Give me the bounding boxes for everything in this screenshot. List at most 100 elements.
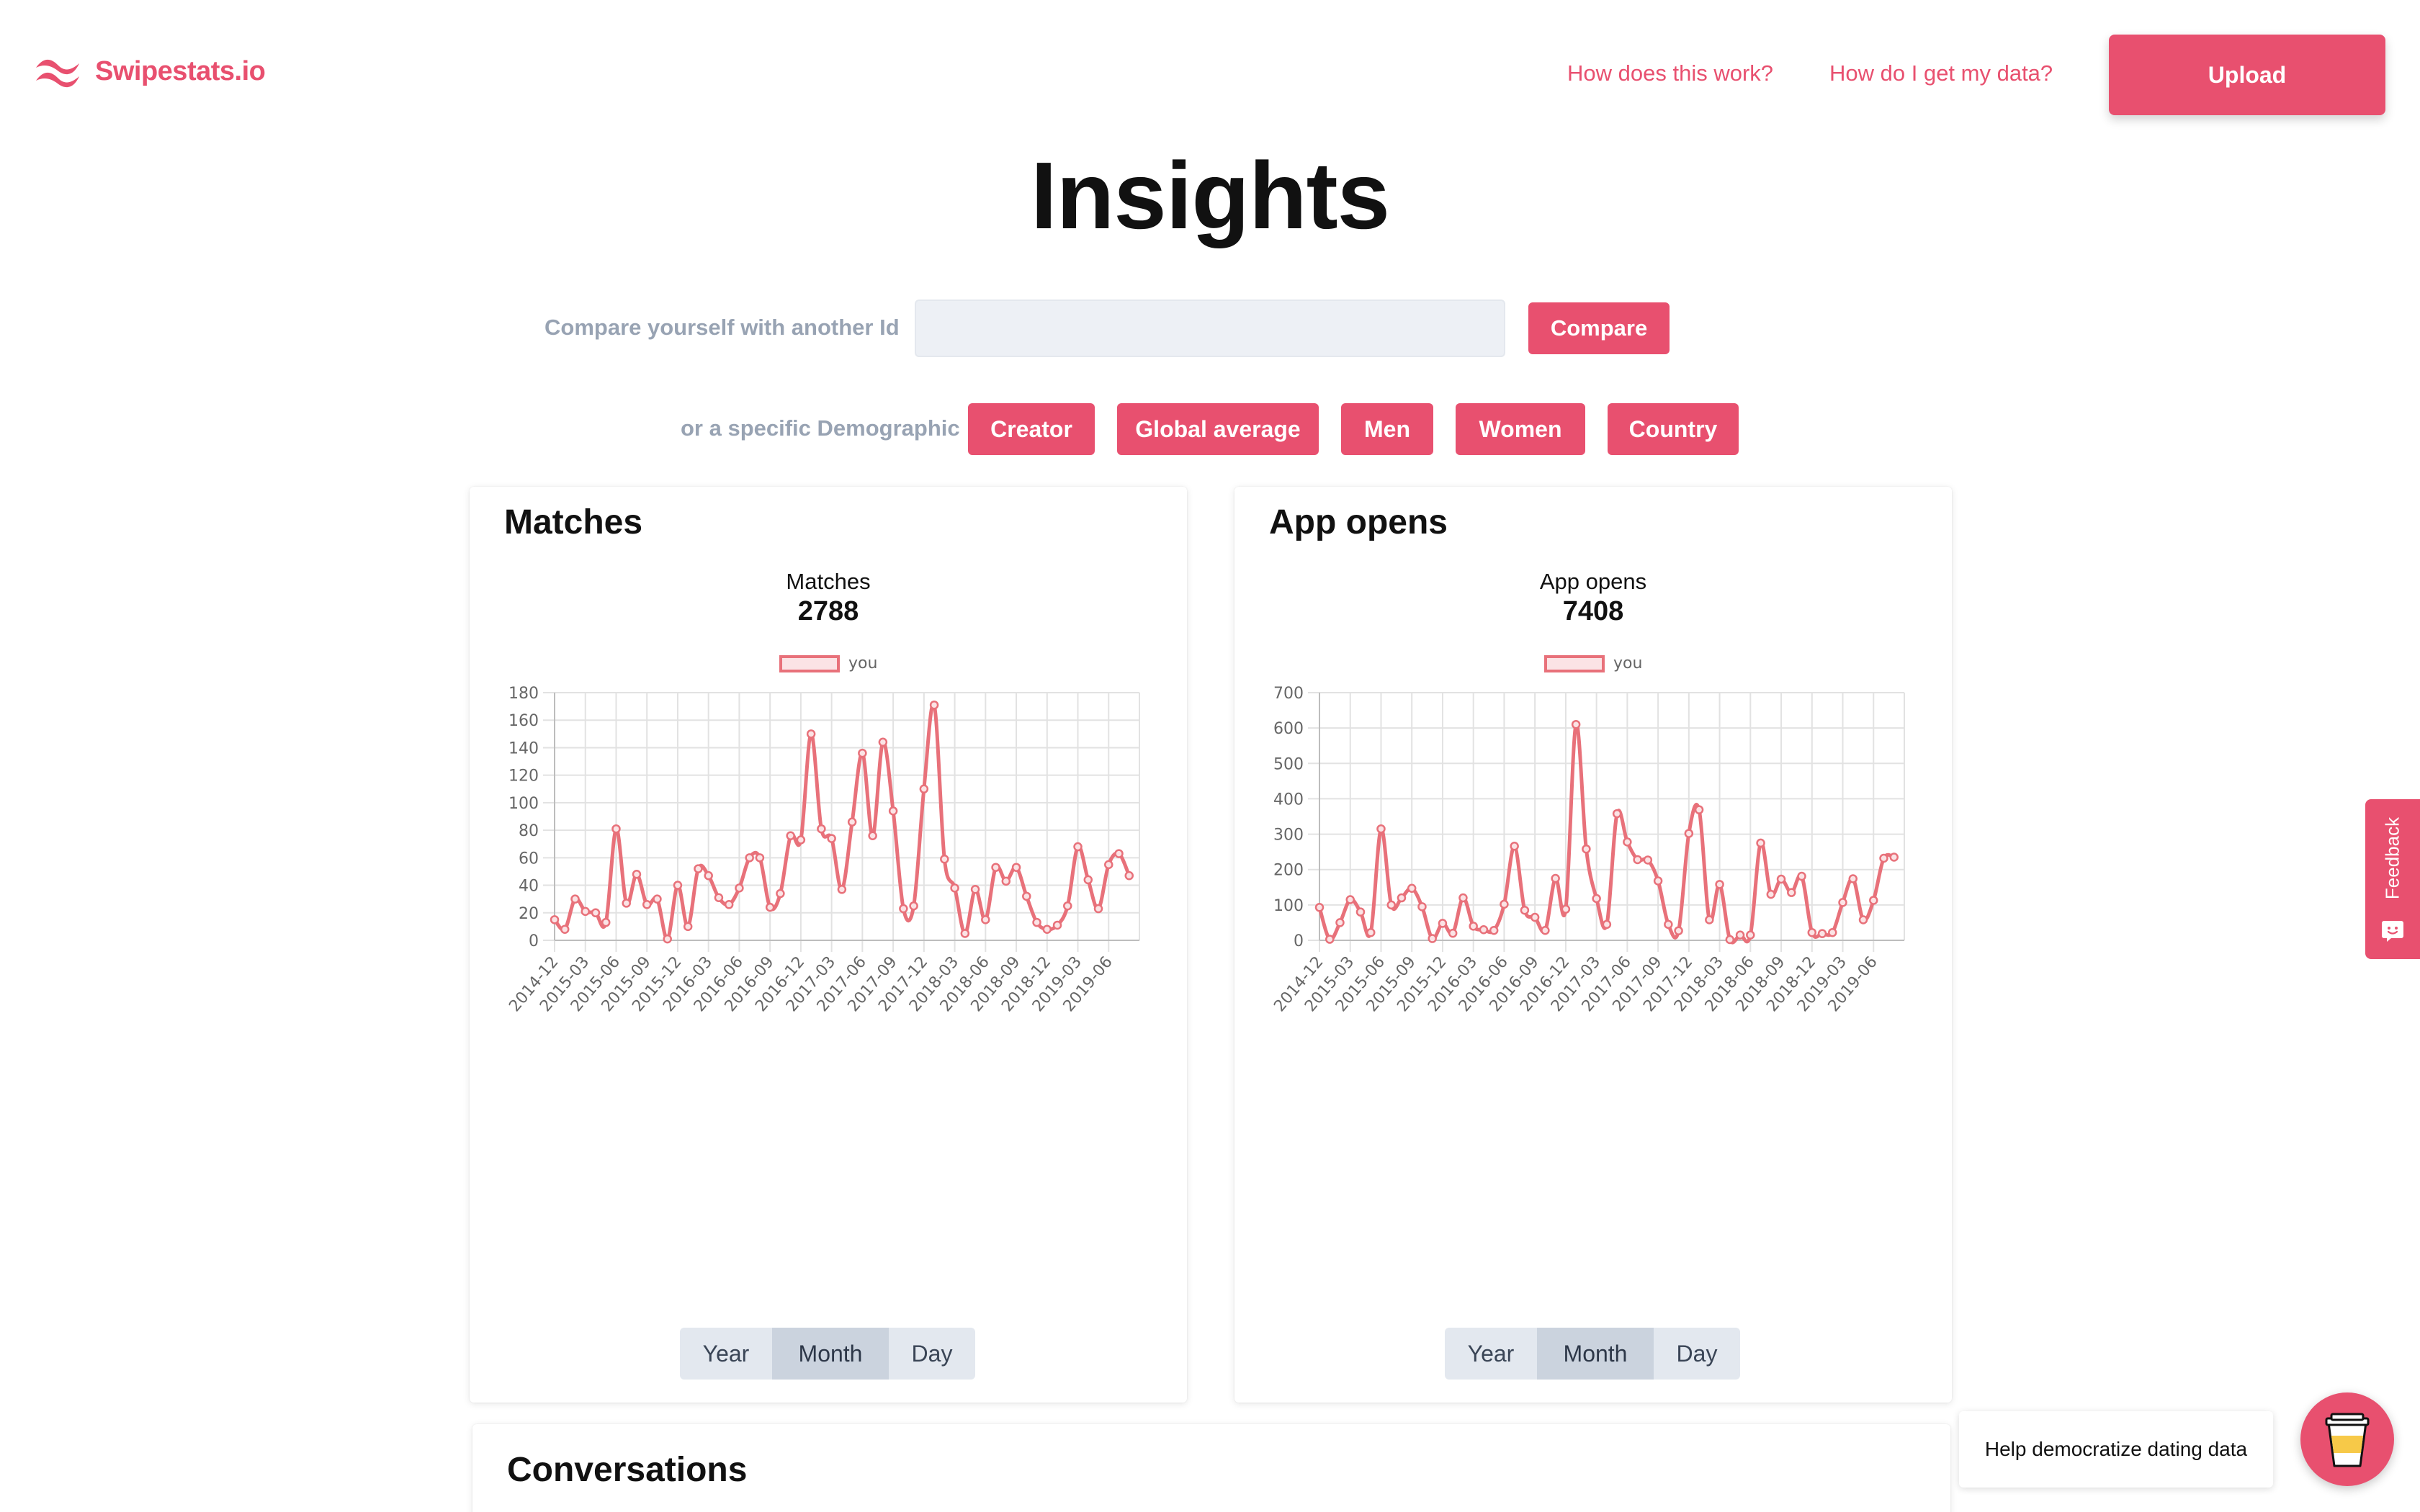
data-point[interactable] <box>765 902 775 912</box>
data-point[interactable] <box>981 915 990 924</box>
data-point[interactable] <box>1848 874 1858 883</box>
data-point[interactable] <box>1705 915 1714 924</box>
data-point[interactable] <box>1124 870 1134 881</box>
data-point[interactable] <box>622 899 631 908</box>
data-point[interactable] <box>950 883 959 893</box>
data-point[interactable] <box>1776 874 1786 884</box>
data-point[interactable] <box>878 737 888 747</box>
data-point[interactable] <box>1032 917 1041 927</box>
toggle-year-button[interactable]: Year <box>680 1328 772 1380</box>
data-point[interactable] <box>673 881 683 890</box>
data-point[interactable] <box>724 900 734 909</box>
data-point[interactable] <box>1612 809 1622 819</box>
data-point[interactable] <box>1746 930 1755 940</box>
data-point[interactable] <box>1407 883 1417 894</box>
data-point[interactable] <box>1001 876 1011 886</box>
nav-how-it-works-link[interactable]: How does this work? <box>1567 60 1774 86</box>
data-point[interactable] <box>1735 930 1745 940</box>
data-point[interactable] <box>940 854 949 864</box>
data-point[interactable] <box>1787 888 1796 897</box>
demographic-country-button[interactable]: Country <box>1608 403 1739 455</box>
data-point[interactable] <box>1530 912 1540 922</box>
data-point[interactable] <box>1561 904 1571 914</box>
data-point[interactable] <box>786 831 795 841</box>
data-point[interactable] <box>550 915 560 924</box>
demographic-women-button[interactable]: Women <box>1456 403 1585 455</box>
data-point[interactable] <box>1602 919 1612 930</box>
data-point[interactable] <box>591 908 601 918</box>
data-point[interactable] <box>909 901 918 911</box>
data-point[interactable] <box>1571 719 1581 729</box>
brand-logo[interactable]: Swipestats.io <box>33 55 266 88</box>
data-point[interactable] <box>1756 838 1765 848</box>
data-point[interactable] <box>560 924 570 934</box>
data-point[interactable] <box>745 853 754 863</box>
data-point[interactable] <box>1510 842 1519 851</box>
data-point[interactable] <box>570 894 580 904</box>
data-point[interactable] <box>611 824 621 834</box>
data-point[interactable] <box>1376 824 1386 834</box>
data-point[interactable] <box>929 700 939 710</box>
data-point[interactable] <box>1417 902 1427 912</box>
data-point[interactable] <box>858 748 867 758</box>
data-point[interactable] <box>1042 924 1052 934</box>
data-point[interactable] <box>970 885 980 894</box>
data-point[interactable] <box>1500 899 1509 909</box>
data-point[interactable] <box>683 922 693 932</box>
data-point[interactable] <box>1011 863 1021 872</box>
data-point[interactable] <box>1366 927 1376 937</box>
data-point[interactable] <box>1725 935 1735 945</box>
data-point[interactable] <box>1633 855 1642 865</box>
data-point[interactable] <box>1766 889 1776 899</box>
data-point[interactable] <box>1807 927 1817 937</box>
data-point[interactable] <box>581 906 590 917</box>
data-point[interactable] <box>1458 893 1468 903</box>
data-point[interactable] <box>919 784 929 794</box>
data-point[interactable] <box>1715 880 1724 889</box>
data-point[interactable] <box>1355 907 1366 917</box>
data-point[interactable] <box>1314 903 1325 912</box>
data-point[interactable] <box>1797 871 1806 881</box>
data-point[interactable] <box>1838 898 1847 907</box>
data-point[interactable] <box>632 870 642 879</box>
data-point[interactable] <box>1335 918 1345 927</box>
buy-me-coffee-button[interactable] <box>2300 1392 2394 1486</box>
data-point[interactable] <box>1858 915 1868 924</box>
data-point[interactable] <box>827 834 836 843</box>
data-point[interactable] <box>1684 829 1694 838</box>
feedback-tab[interactable]: Feedback <box>2365 799 2420 959</box>
data-point[interactable] <box>1592 894 1601 904</box>
data-point[interactable] <box>847 817 857 827</box>
data-point[interactable] <box>1828 927 1837 937</box>
data-point[interactable] <box>1869 896 1878 905</box>
demographic-creator-button[interactable]: Creator <box>968 403 1095 455</box>
data-point[interactable] <box>755 853 765 863</box>
data-point[interactable] <box>1397 893 1407 903</box>
data-point[interactable] <box>888 806 898 816</box>
data-point[interactable] <box>1438 919 1448 928</box>
data-point[interactable] <box>1889 852 1899 862</box>
data-point[interactable] <box>1063 901 1072 911</box>
data-point[interactable] <box>817 824 826 834</box>
data-point[interactable] <box>1520 905 1530 915</box>
data-point[interactable] <box>1817 929 1827 938</box>
data-point[interactable] <box>1104 860 1113 870</box>
data-point[interactable] <box>1664 919 1673 930</box>
data-point[interactable] <box>1674 926 1683 935</box>
data-point[interactable] <box>642 900 652 909</box>
data-point[interactable] <box>837 885 847 894</box>
data-point[interactable] <box>1114 849 1124 858</box>
toggle-month-button[interactable]: Month <box>1537 1328 1654 1380</box>
data-point[interactable] <box>1325 935 1335 944</box>
data-point[interactable] <box>1489 925 1499 935</box>
demographic-global-average-button[interactable]: Global average <box>1117 403 1319 455</box>
data-point[interactable] <box>601 917 611 927</box>
data-point[interactable] <box>1052 920 1062 930</box>
data-point[interactable] <box>1643 855 1653 865</box>
data-point[interactable] <box>899 904 908 914</box>
data-point[interactable] <box>776 888 785 899</box>
compare-id-input[interactable] <box>915 300 1505 357</box>
data-point[interactable] <box>735 883 744 893</box>
data-point[interactable] <box>960 929 970 938</box>
data-point[interactable] <box>1469 922 1478 931</box>
